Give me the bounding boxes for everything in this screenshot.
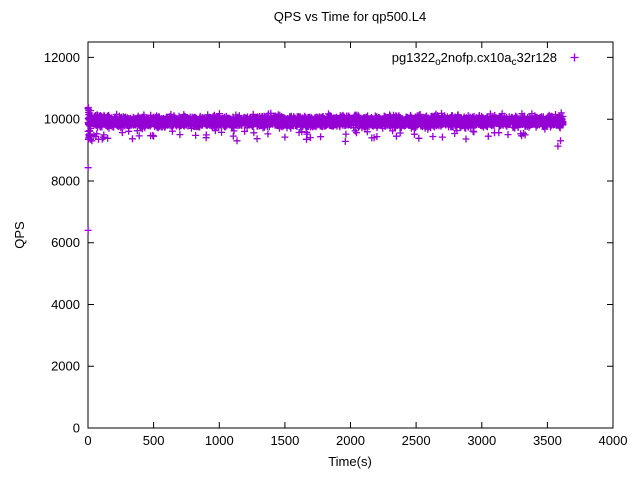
x-tick-label: 3500 bbox=[533, 433, 562, 448]
y-tick-label: 8000 bbox=[51, 174, 80, 189]
y-tick-label: 4000 bbox=[51, 297, 80, 312]
legend: pg1322o2nofp.cx10ac32r128 bbox=[392, 50, 579, 68]
x-tick-labels: 0 500 1000 1500 2000 2500 3000 3500 4000 bbox=[84, 433, 627, 448]
x-tick-label: 2500 bbox=[402, 433, 431, 448]
x-tick-label: 4000 bbox=[599, 433, 628, 448]
chart-title: QPS vs Time for qp500.L4 bbox=[274, 9, 426, 24]
axis-ticks bbox=[87, 42, 614, 429]
x-tick-label: 2000 bbox=[336, 433, 365, 448]
x-tick-label: 1000 bbox=[205, 433, 234, 448]
y-tick-label: 0 bbox=[73, 421, 80, 436]
plot-border bbox=[87, 41, 614, 429]
x-tick-label: 0 bbox=[84, 433, 91, 448]
y-tick-label: 10000 bbox=[44, 112, 80, 127]
x-axis-label: Time(s) bbox=[328, 454, 372, 469]
x-tick-label: 500 bbox=[143, 433, 165, 448]
y-tick-label: 12000 bbox=[44, 50, 80, 65]
y-tick-label: 2000 bbox=[51, 359, 80, 374]
y-axis-label: QPS bbox=[12, 221, 27, 249]
y-tick-labels: 0 2000 4000 6000 8000 10000 12000 bbox=[44, 50, 80, 436]
y-tick-label: 6000 bbox=[51, 235, 80, 250]
x-tick-label: 1500 bbox=[270, 433, 299, 448]
legend-series-label: pg1322o2nofp.cx10ac32r128 bbox=[392, 50, 557, 68]
x-tick-label: 3000 bbox=[467, 433, 496, 448]
scatter-series-points bbox=[84, 104, 567, 234]
data-points-plus-markers bbox=[84, 104, 567, 234]
legend-plus-marker-icon bbox=[570, 53, 579, 62]
